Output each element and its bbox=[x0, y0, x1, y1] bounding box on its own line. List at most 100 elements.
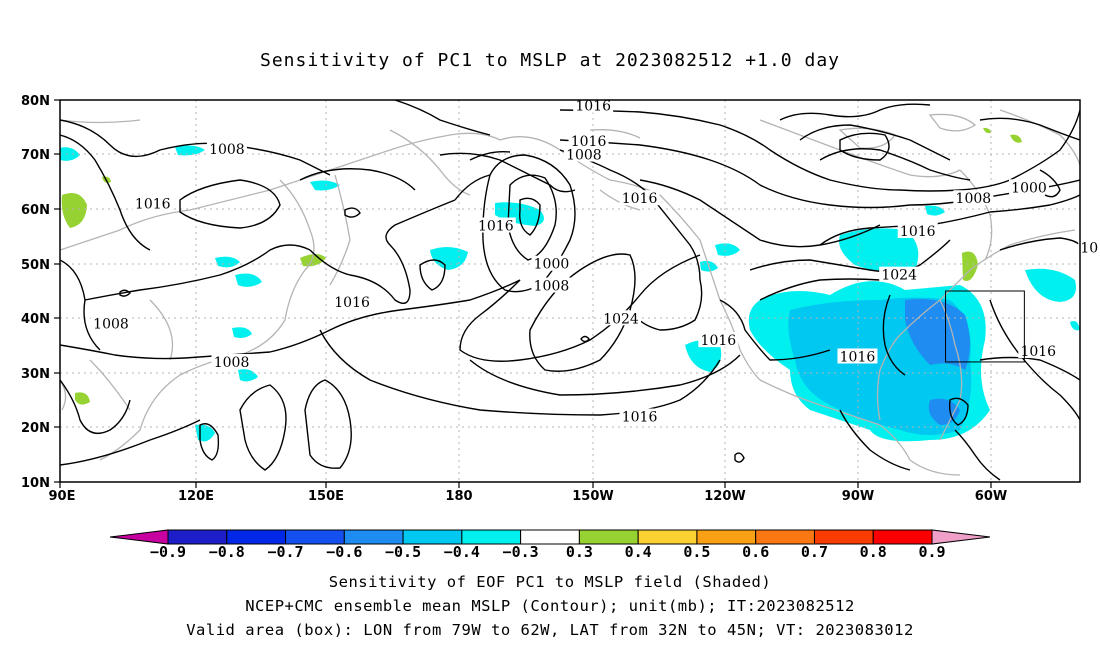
contour-label: 1016 bbox=[334, 295, 370, 311]
contour-label: 1016 bbox=[575, 98, 611, 114]
colorbar-label: 0.9 bbox=[918, 543, 945, 561]
colorbar-label: 0.8 bbox=[860, 543, 887, 561]
contour-label: 1008 bbox=[566, 148, 602, 164]
colorbar-segment bbox=[285, 529, 345, 545]
colorbar-label: 0.7 bbox=[801, 543, 828, 561]
valid-area-box bbox=[945, 290, 1025, 363]
contour-label-bg bbox=[211, 353, 252, 369]
colorbar-segment bbox=[461, 529, 522, 545]
contour-label: 1008 bbox=[209, 142, 245, 158]
lat-label: 60N bbox=[21, 203, 50, 218]
contour-label-bg bbox=[879, 266, 920, 282]
lat-labels: 80N 70N 60N 50N 40N 30N 20N 10N bbox=[21, 94, 50, 491]
contour-label: 1016 bbox=[571, 134, 607, 150]
axis-ticks bbox=[54, 99, 992, 488]
contour-label-bg bbox=[475, 217, 516, 233]
caption-line-3: Valid area (box): LON from 79W to 62W, L… bbox=[186, 621, 914, 639]
contour-label: 1016 bbox=[840, 349, 876, 365]
colorbar-labels: −0.9 −0.8 −0.7 −0.6 −0.5 −0.4 −0.3 0.3 0.4 0.5 0.6… bbox=[150, 543, 946, 561]
contour-label-bg bbox=[573, 97, 614, 113]
contour-label: 1016 bbox=[900, 224, 936, 240]
contour-label-bg bbox=[1078, 239, 1100, 255]
lat-label: 80N bbox=[21, 94, 50, 109]
mslp-contours bbox=[60, 100, 1080, 481]
contour-label-bg bbox=[601, 310, 641, 326]
lon-label: 120W bbox=[704, 489, 745, 504]
contour-label-bg bbox=[1018, 343, 1059, 359]
colorbar-segment bbox=[872, 529, 933, 545]
contour-label-bg bbox=[531, 277, 572, 293]
lon-label: 120E bbox=[178, 489, 214, 504]
contour-label: 1024 bbox=[603, 311, 639, 327]
figure-title: Sensitivity of PC1 to MSLP at 2023082512… bbox=[259, 50, 840, 71]
contour-label-bg bbox=[953, 190, 994, 206]
colorbar-label: −0.7 bbox=[267, 543, 303, 561]
lat-label: 70N bbox=[21, 148, 50, 163]
colorbar-max-arrow bbox=[931, 529, 991, 545]
contour-label: 1008 bbox=[956, 191, 992, 207]
lat-label: 50N bbox=[21, 258, 50, 273]
contour-label-bg bbox=[698, 332, 739, 348]
colorbar-label: 0.6 bbox=[742, 543, 769, 561]
map-frame bbox=[59, 99, 1081, 483]
caption-line-2: NCEP+CMC ensemble mean MSLP (Contour); u… bbox=[245, 597, 855, 615]
lat-label: 30N bbox=[21, 367, 50, 382]
lon-label: 90W bbox=[842, 489, 874, 504]
lat-label: 20N bbox=[21, 421, 50, 436]
lon-label: 90E bbox=[49, 489, 76, 504]
colorbar-segment bbox=[755, 529, 815, 545]
colorbar-segment bbox=[226, 529, 287, 545]
colorbar-min-arrow bbox=[109, 529, 169, 545]
contour-label-bg bbox=[897, 222, 938, 238]
lat-label: 10N bbox=[21, 476, 50, 491]
colorbar-segment bbox=[343, 529, 404, 545]
colorbar-label: 0.3 bbox=[566, 543, 593, 561]
contour-label: 1016 bbox=[622, 410, 658, 426]
contour-labels: 1016101610081008101610161016100010081016… bbox=[91, 97, 1100, 426]
contour-label: 1000 bbox=[1011, 180, 1047, 196]
colorbar-label: −0.9 bbox=[150, 543, 186, 561]
colorbar-label: −0.5 bbox=[385, 543, 421, 561]
contour-label-bg bbox=[206, 141, 247, 157]
contour-label: 1016 bbox=[622, 191, 658, 207]
colorbar-label: −0.8 bbox=[209, 543, 245, 561]
contour-label-bg bbox=[91, 315, 131, 331]
contour-label-bg bbox=[1009, 179, 1049, 195]
contour-label: 1016 bbox=[1020, 344, 1056, 360]
contour-label-bg bbox=[568, 132, 609, 148]
contour-label: 1008 bbox=[534, 279, 570, 295]
caption-line-1: Sensitivity of EOF PC1 to MSLP field (Sh… bbox=[328, 573, 772, 591]
contour-label: 10 bbox=[1080, 240, 1098, 256]
lat-label: 40N bbox=[21, 312, 50, 327]
colorbar-label: −0.6 bbox=[326, 543, 362, 561]
lon-label: 150E bbox=[308, 489, 344, 504]
colorbar-segment bbox=[813, 529, 874, 545]
colorbar-label: −0.3 bbox=[503, 543, 539, 561]
contour-label: 1024 bbox=[881, 268, 917, 284]
contour-label-bg bbox=[332, 293, 373, 309]
contour-label-bg bbox=[563, 146, 604, 162]
contour-label: 1008 bbox=[93, 317, 129, 333]
colorbar bbox=[109, 529, 991, 545]
contour-label-bg bbox=[619, 408, 660, 424]
colorbar-segment bbox=[167, 529, 228, 545]
colorbar-segment bbox=[578, 529, 639, 545]
colorbar-segment bbox=[402, 529, 463, 545]
lon-label: 180 bbox=[445, 489, 472, 504]
colorbar-label: 0.5 bbox=[683, 543, 710, 561]
lon-labels: 90E 120E 150E 180 150W 120W 90W 60W bbox=[49, 489, 1008, 504]
contour-label: 1016 bbox=[135, 197, 171, 213]
colorbar-segment bbox=[520, 529, 580, 545]
contour-label: 1000 bbox=[534, 257, 570, 273]
contour-label: 1016 bbox=[478, 219, 514, 235]
colorbar-segment bbox=[696, 529, 757, 545]
contour-label: 1016 bbox=[701, 333, 737, 349]
contour-label-bg bbox=[531, 255, 572, 271]
contour-label-bg bbox=[619, 190, 660, 206]
colorbar-label: 0.4 bbox=[625, 543, 652, 561]
colorbar-label: −0.4 bbox=[444, 543, 480, 561]
contour-label: 1008 bbox=[214, 355, 250, 371]
lon-label: 150W bbox=[572, 489, 613, 504]
colorbar-segment bbox=[637, 529, 698, 545]
